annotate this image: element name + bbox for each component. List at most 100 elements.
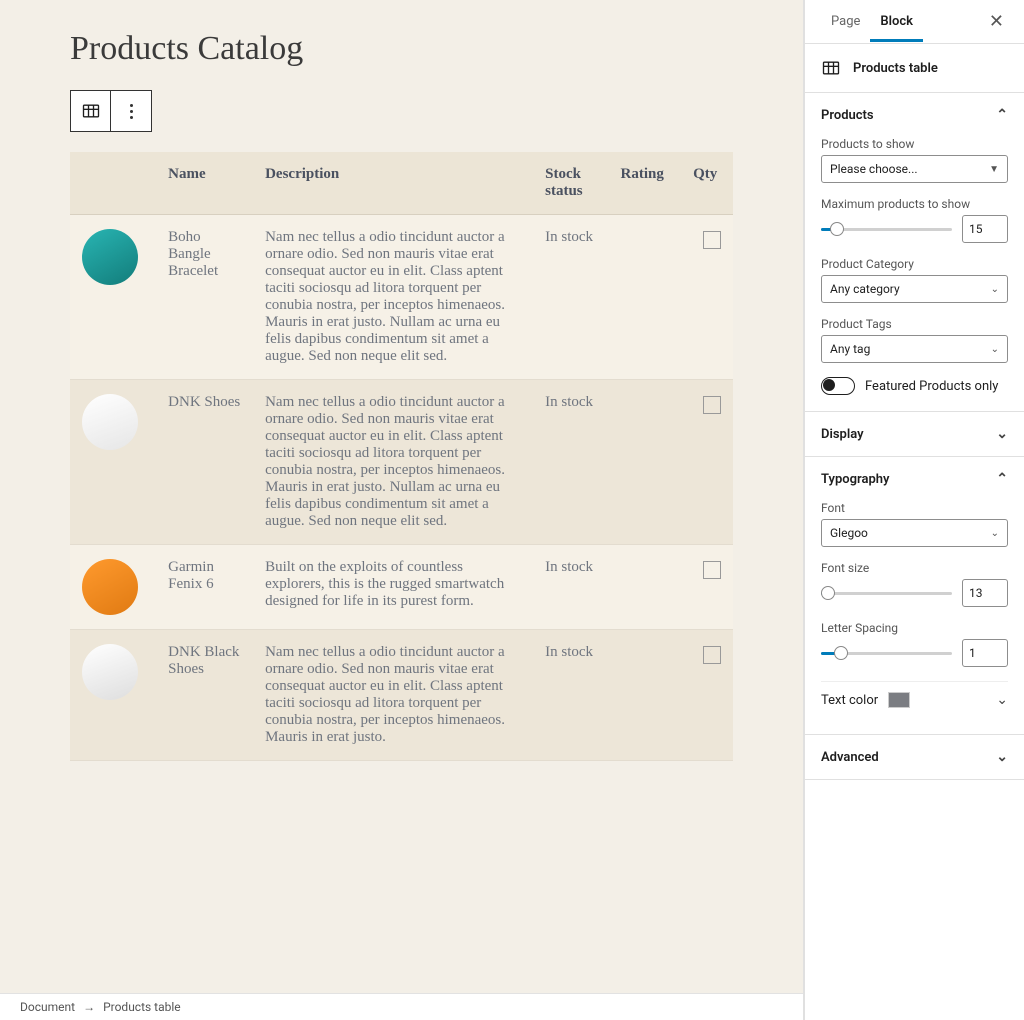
- text-color-swatch: [888, 692, 910, 708]
- font-size-input[interactable]: 13: [962, 579, 1008, 607]
- product-rating: [609, 380, 682, 545]
- panel-typography: Typography ⌃ Font Glegoo ⌄ Font size 13: [805, 457, 1024, 735]
- toggle-knob: [823, 379, 835, 391]
- product-stock: In stock: [533, 545, 608, 630]
- block-card: Products table: [805, 44, 1024, 93]
- breadcrumb-separator: →: [83, 1000, 95, 1014]
- panel-display: Display ⌄: [805, 412, 1024, 457]
- slider-thumb[interactable]: [834, 646, 848, 660]
- tab-page[interactable]: Page: [821, 2, 870, 42]
- chevron-down-icon: ⌄: [991, 528, 999, 539]
- block-more-button[interactable]: [111, 91, 151, 131]
- product-stock: In stock: [533, 380, 608, 545]
- product-description: Built on the exploits of countless explo…: [253, 545, 533, 630]
- product-description: Nam nec tellus a odio tincidunt auctor a…: [253, 380, 533, 545]
- max-products-slider[interactable]: [821, 228, 952, 231]
- close-sidebar-button[interactable]: ✕: [985, 7, 1008, 36]
- chevron-down-icon: ▼: [989, 164, 999, 175]
- featured-toggle-label: Featured Products only: [865, 379, 998, 394]
- text-color-row[interactable]: Text color ⌄: [821, 681, 1008, 718]
- product-thumbnail: [82, 559, 138, 615]
- qty-checkbox[interactable]: [703, 646, 721, 664]
- letter-spacing-slider[interactable]: [821, 652, 952, 655]
- panel-title: Products: [821, 108, 874, 123]
- slider-thumb[interactable]: [830, 222, 844, 236]
- slider-thumb[interactable]: [821, 586, 835, 600]
- block-breadcrumb: Document → Products table: [0, 993, 803, 1020]
- qty-checkbox[interactable]: [703, 396, 721, 414]
- panel-advanced-header[interactable]: Advanced ⌄: [805, 735, 1024, 779]
- product-rating: [609, 215, 682, 380]
- chevron-down-icon: ⌄: [996, 426, 1008, 442]
- max-products-label: Maximum products to show: [821, 197, 1008, 211]
- product-description: Nam nec tellus a odio tincidunt auctor a…: [253, 630, 533, 761]
- panel-products-header[interactable]: Products ⌃: [805, 93, 1024, 137]
- qty-checkbox[interactable]: [703, 231, 721, 249]
- product-name: Garmin Fenix 6: [156, 545, 253, 630]
- tab-block[interactable]: Block: [870, 2, 923, 42]
- close-icon: ✕: [989, 11, 1004, 32]
- letter-spacing-input[interactable]: 1: [962, 639, 1008, 667]
- featured-toggle[interactable]: [821, 377, 855, 395]
- chevron-up-icon: ⌃: [996, 107, 1008, 123]
- breadcrumb-current[interactable]: Products table: [103, 1000, 181, 1014]
- panel-advanced: Advanced ⌄: [805, 735, 1024, 780]
- tags-select[interactable]: Any tag ⌄: [821, 335, 1008, 363]
- product-thumbnail: [82, 394, 138, 450]
- select-value: Please choose...: [830, 162, 918, 176]
- font-size-slider[interactable]: [821, 592, 952, 595]
- settings-sidebar: Page Block ✕ Products table Products ⌃ P…: [804, 0, 1024, 1020]
- chevron-down-icon: ⌄: [991, 344, 999, 355]
- select-value: Any tag: [830, 342, 870, 356]
- font-select[interactable]: Glegoo ⌄: [821, 519, 1008, 547]
- col-header-stock: Stock status: [533, 152, 608, 215]
- chevron-down-icon: ⌄: [996, 749, 1008, 765]
- table-row: Boho Bangle Bracelet Nam nec tellus a od…: [70, 215, 733, 380]
- product-thumbnail: [82, 229, 138, 285]
- font-size-label: Font size: [821, 561, 1008, 575]
- table-row: DNK Black Shoes Nam nec tellus a odio ti…: [70, 630, 733, 761]
- panel-title: Display: [821, 427, 864, 442]
- product-stock: In stock: [533, 215, 608, 380]
- col-header-image: [70, 152, 156, 215]
- breadcrumb-root[interactable]: Document: [20, 1000, 75, 1014]
- letter-spacing-label: Letter Spacing: [821, 621, 1008, 635]
- col-header-qty: Qty: [681, 152, 733, 215]
- qty-checkbox[interactable]: [703, 561, 721, 579]
- product-rating: [609, 630, 682, 761]
- table-row: DNK Shoes Nam nec tellus a odio tincidun…: [70, 380, 733, 545]
- category-label: Product Category: [821, 257, 1008, 271]
- panel-title: Typography: [821, 472, 890, 487]
- max-products-input[interactable]: 15: [962, 215, 1008, 243]
- panel-display-header[interactable]: Display ⌄: [805, 412, 1024, 456]
- panel-typography-header[interactable]: Typography ⌃: [805, 457, 1024, 501]
- more-vertical-icon: [130, 104, 133, 119]
- products-table: Name Description Stock status Rating Qty…: [70, 152, 733, 761]
- col-header-rating: Rating: [609, 152, 682, 215]
- product-stock: In stock: [533, 630, 608, 761]
- select-value: Glegoo: [830, 526, 868, 540]
- product-thumbnail: [82, 644, 138, 700]
- products-to-show-select[interactable]: Please choose... ▼: [821, 155, 1008, 183]
- chevron-down-icon: ⌄: [991, 284, 999, 295]
- block-card-title: Products table: [853, 61, 938, 76]
- chevron-up-icon: ⌃: [996, 471, 1008, 487]
- products-to-show-label: Products to show: [821, 137, 1008, 151]
- product-rating: [609, 545, 682, 630]
- editor-canvas: Products Catalog Name Description Stock …: [0, 0, 804, 1020]
- panel-title: Advanced: [821, 750, 879, 765]
- product-description: Nam nec tellus a odio tincidunt auctor a…: [253, 215, 533, 380]
- tags-label: Product Tags: [821, 317, 1008, 331]
- chevron-down-icon: ⌄: [996, 692, 1008, 708]
- table-icon: [821, 58, 841, 78]
- col-header-description: Description: [253, 152, 533, 215]
- category-select[interactable]: Any category ⌄: [821, 275, 1008, 303]
- page-title: Products Catalog: [70, 30, 733, 68]
- table-row: Garmin Fenix 6 Built on the exploits of …: [70, 545, 733, 630]
- product-name: Boho Bangle Bracelet: [156, 215, 253, 380]
- block-type-button[interactable]: [71, 91, 111, 131]
- text-color-label: Text color: [821, 693, 878, 708]
- select-value: Any category: [830, 282, 900, 296]
- panel-products: Products ⌃ Products to show Please choos…: [805, 93, 1024, 412]
- block-toolbar: [70, 90, 152, 132]
